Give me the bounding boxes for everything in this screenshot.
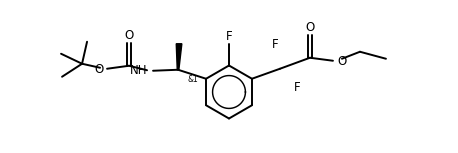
Polygon shape <box>176 44 182 70</box>
Text: F: F <box>272 38 278 51</box>
Text: F: F <box>226 30 232 43</box>
Text: O: O <box>125 29 134 42</box>
Text: F: F <box>294 81 300 94</box>
Text: &1: &1 <box>187 75 198 84</box>
Text: O: O <box>305 21 315 34</box>
Text: O: O <box>94 63 104 76</box>
Text: O: O <box>337 55 346 68</box>
Text: NH: NH <box>130 64 147 77</box>
